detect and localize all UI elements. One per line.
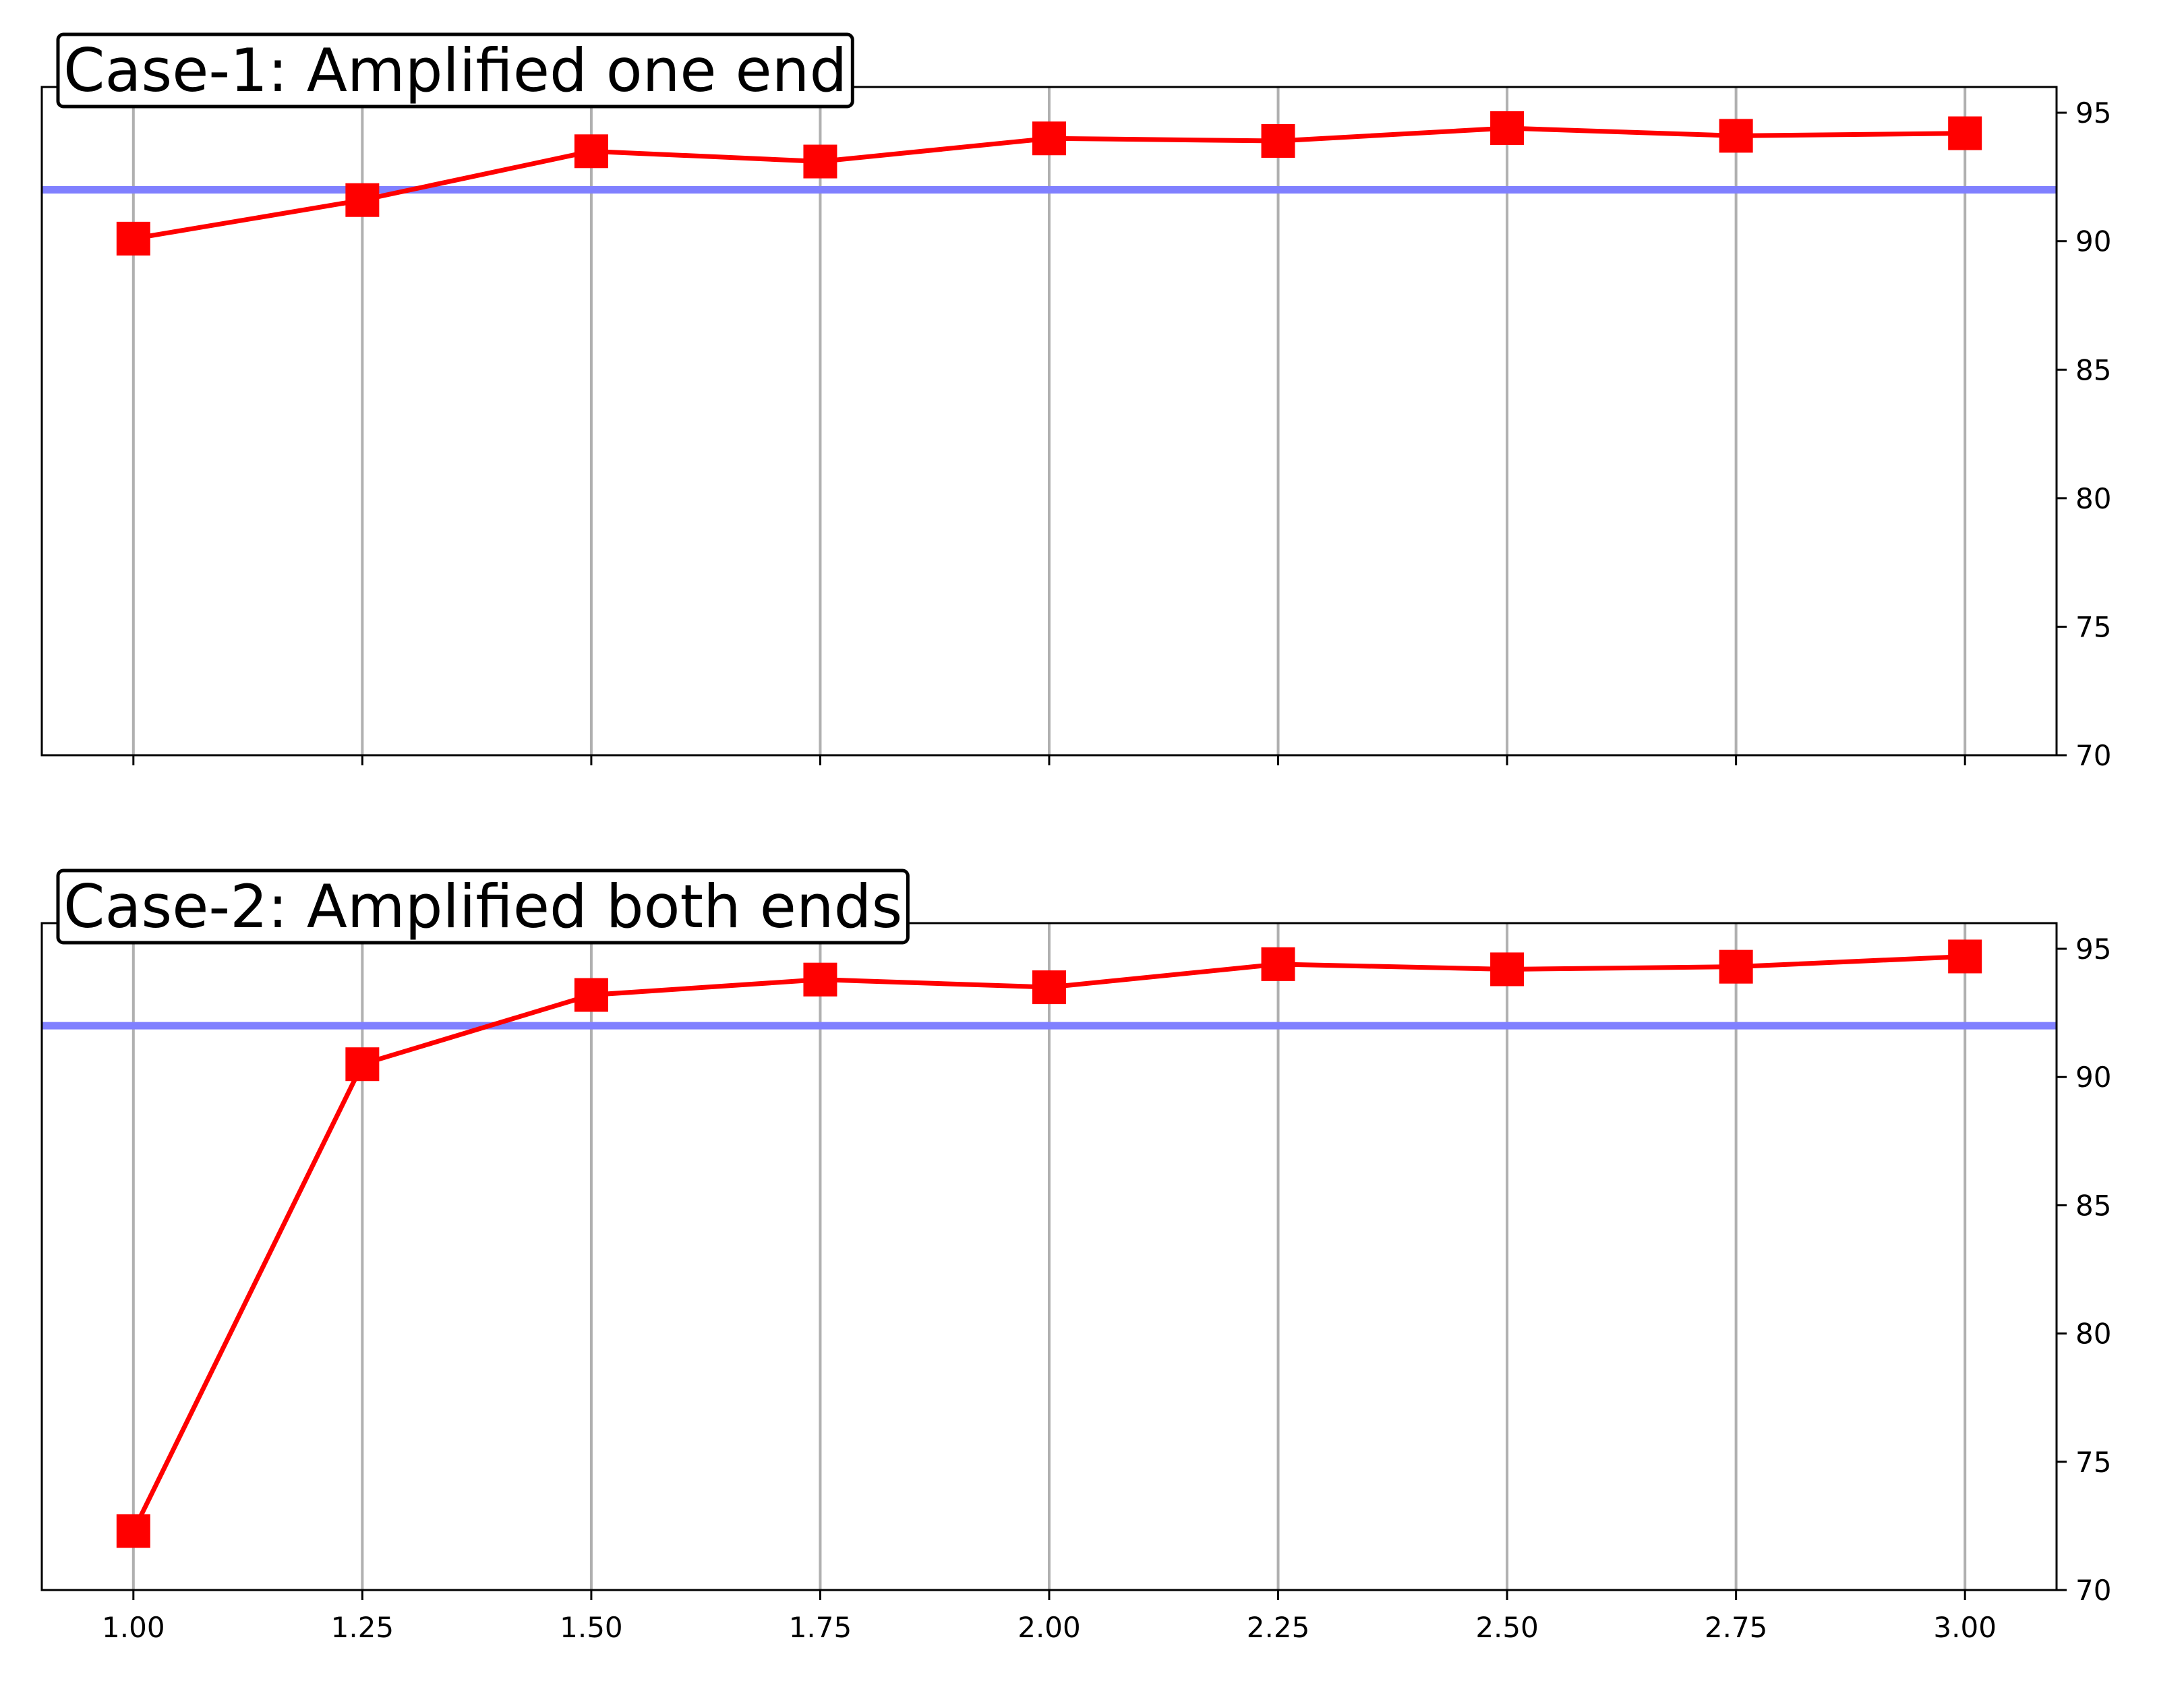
x-tick-label: 2.25 [1247,1611,1310,1644]
axes-frame [40,86,2058,757]
x-tick-label: 1.00 [102,1611,165,1644]
x-tick-label: 2.00 [1017,1611,1081,1644]
y-tick-label: 80 [2075,1318,2111,1351]
marker [1261,124,1295,158]
marker [1261,947,1295,981]
marker [1490,111,1525,145]
marker [1719,949,1753,984]
marker [1948,116,1982,150]
x-tick-label: 1.25 [331,1611,394,1644]
marker [1490,952,1525,987]
y-tick-label: 85 [2075,1189,2111,1222]
marker [574,134,608,169]
axes-frame [40,922,2058,1591]
title-background [56,869,910,945]
x-tick-label: 2.50 [1475,1611,1539,1644]
y-tick-label: 75 [2075,610,2111,643]
marker [1719,119,1753,153]
y-tick-label: 80 [2075,482,2111,515]
y-tick-label: 70 [2075,1574,2111,1607]
marker [803,962,837,997]
y-tick-label: 90 [2075,1061,2111,1094]
title-background [56,32,854,109]
y-tick-label: 95 [2075,96,2111,129]
marker [345,183,380,217]
marker [116,1514,150,1548]
x-tick-label: 3.00 [1933,1611,1997,1644]
x-tick-label: 1.75 [789,1611,852,1644]
y-tick-label: 95 [2075,933,2111,966]
chart-title: Case-1: Amplified one end [63,36,847,105]
x-tick-label: 1.50 [560,1611,623,1644]
marker [574,978,608,1012]
marker [1948,939,1982,974]
title-box: Case-1: Amplified one end [56,32,854,109]
chart-title: Case-2: Amplified both ends [63,872,902,941]
marker [1032,121,1066,156]
y-tick-label: 75 [2075,1446,2111,1479]
marker [803,144,837,179]
x-tick-label: 2.75 [1705,1611,1768,1644]
y-tick-label: 70 [2075,739,2111,772]
y-tick-label: 85 [2075,353,2111,386]
marker [116,221,150,256]
y-tick-label: 90 [2075,225,2111,258]
title-box: Case-2: Amplified both ends [56,869,910,945]
marker [345,1047,380,1082]
marker [1032,970,1066,1005]
